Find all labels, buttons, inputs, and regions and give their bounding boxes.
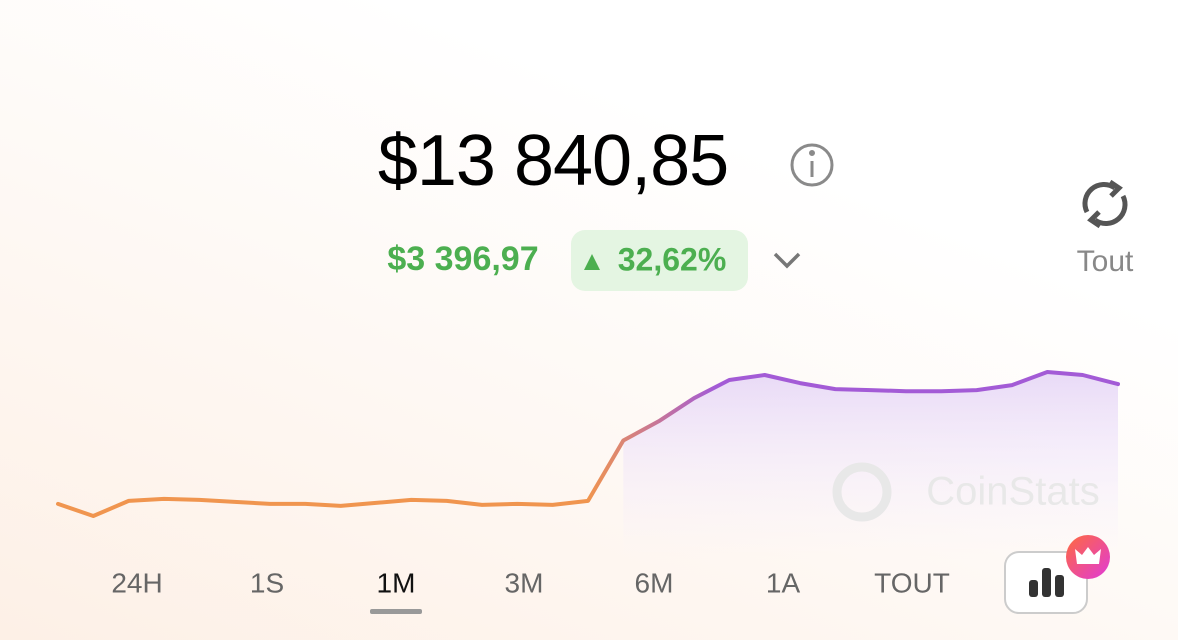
time-tab[interactable]: 3M: [505, 567, 544, 598]
watermark-logo: [832, 462, 892, 522]
time-tab[interactable]: 1M: [377, 567, 416, 598]
price-line: [56, 370, 1120, 518]
change-amount: $3 396,97: [387, 240, 538, 278]
tab-underline: [370, 609, 422, 614]
time-tab[interactable]: 6M: [635, 567, 674, 598]
time-tab[interactable]: 1S: [250, 567, 284, 598]
change-percent: 32,62%: [618, 241, 727, 277]
time-tab[interactable]: 24H: [111, 567, 162, 598]
refresh-icon[interactable]: [1082, 179, 1128, 229]
up-arrow: [584, 254, 600, 270]
crown-icon: [1075, 547, 1101, 564]
info-icon[interactable]: [790, 143, 834, 187]
total-balance: $13 840,85: [378, 121, 728, 201]
expand-chevron[interactable]: [773, 252, 801, 269]
time-tab[interactable]: 1A: [766, 567, 801, 598]
change-pill: [571, 230, 748, 291]
time-tabs: 24H 1S 1M 3M 6M 1A TOUT: [111, 567, 950, 614]
bar-chart-icon: [1029, 568, 1064, 597]
watermark: CoinStats: [926, 470, 1099, 514]
scope-label[interactable]: Tout: [1077, 245, 1134, 278]
time-tab[interactable]: TOUT: [874, 567, 950, 598]
